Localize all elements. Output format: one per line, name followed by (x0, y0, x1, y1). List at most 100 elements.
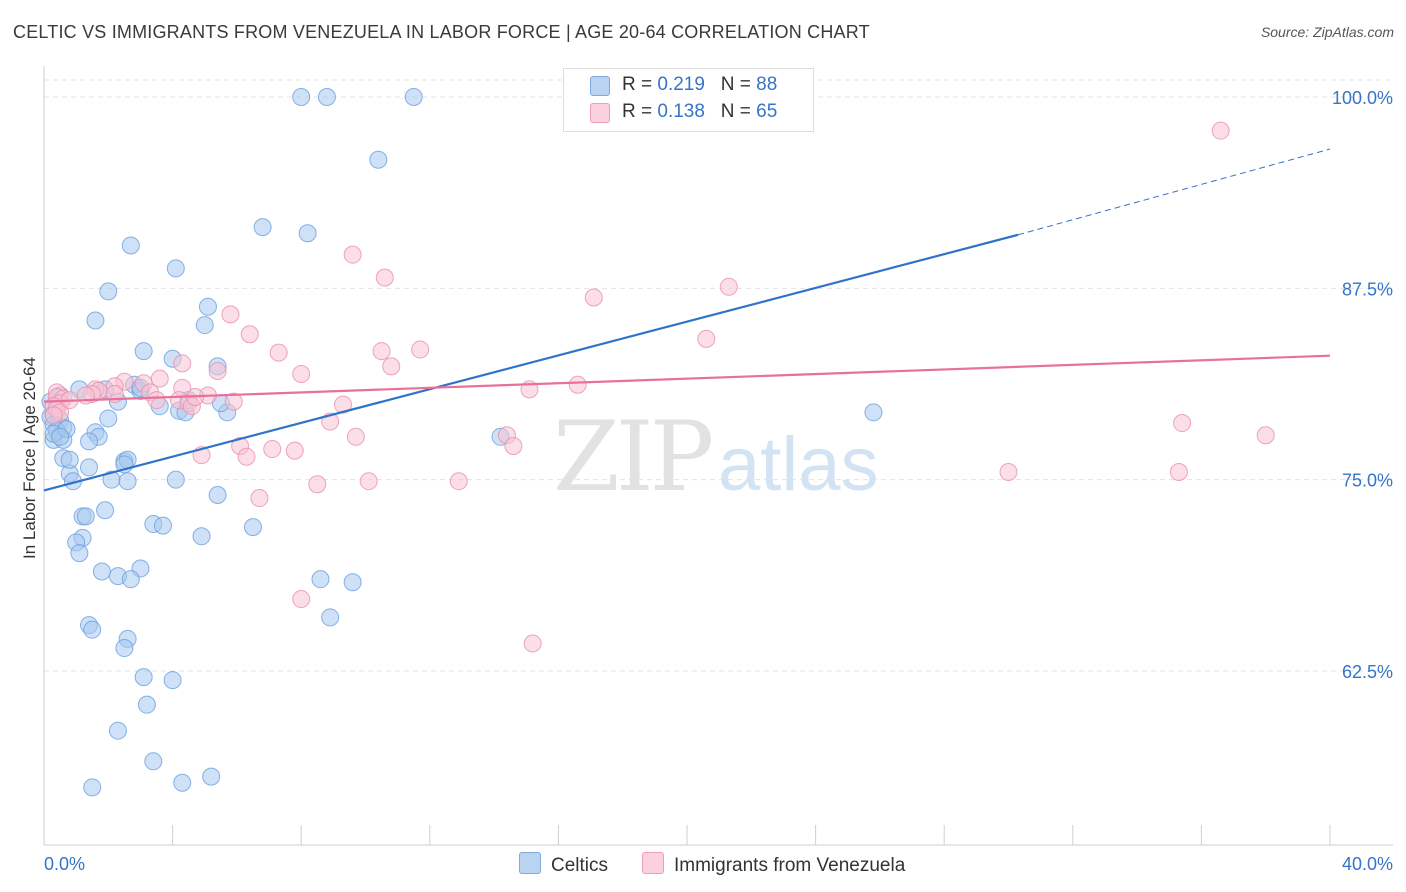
venezuela-point (224, 392, 243, 411)
venezuela-swatch (590, 103, 610, 123)
legend-item-venezuela[interactable]: Immigrants from Venezuela (642, 852, 905, 877)
venezuela-point (375, 268, 394, 287)
celtics-point (134, 668, 153, 687)
celtics-point (292, 88, 311, 106)
celtics-point (92, 562, 111, 581)
venezuela-point (263, 440, 282, 459)
venezuela-point (308, 475, 327, 494)
r-value: 0.219 (657, 74, 705, 95)
celtics-point (144, 752, 163, 771)
n-label: N = (720, 101, 757, 122)
celtics-swatch (590, 76, 610, 96)
chart-title: CELTIC VS IMMIGRANTS FROM VENEZUELA IN L… (13, 22, 870, 42)
y-tick-label: 75.0% (1342, 471, 1393, 491)
venezuela-point (719, 277, 738, 296)
venezuela-point (333, 395, 352, 414)
venezuela-points (44, 88, 1275, 653)
celtics-point (369, 150, 388, 169)
celtics-point (80, 432, 99, 451)
celtics-point (166, 259, 185, 278)
venezuela-point (1256, 426, 1275, 445)
venezuela-point (269, 343, 288, 362)
watermark-zip: ZIP (553, 401, 712, 513)
celtics-point (86, 311, 105, 330)
venezuela-point (523, 634, 542, 653)
celtics-point (343, 573, 362, 592)
y-tick-label: 100.0% (1332, 88, 1393, 108)
celtics-point (192, 527, 211, 546)
celtics-point (60, 450, 79, 469)
r-label: R = (622, 74, 658, 95)
venezuela-point (173, 354, 192, 373)
celtics-point (83, 620, 102, 639)
venezuela-point (584, 288, 603, 307)
x-tick-label: 40.0% (1342, 854, 1393, 874)
celtics-point (121, 570, 140, 589)
celtics-point (198, 297, 217, 316)
venezuela-legend-label: Immigrants from Venezuela (674, 855, 906, 876)
n-value: 65 (756, 101, 778, 122)
y-axis-label: In Labor Force | Age 20-64 (20, 357, 39, 559)
venezuela-trend-line (43, 354, 1331, 403)
grid (44, 79, 1393, 672)
r-label: R = (622, 101, 658, 122)
celtics-point (51, 427, 70, 446)
correlation-legend: R = 0.219 N = 88 R = 0.138 N = 65 (563, 68, 814, 132)
venezuela-point (449, 472, 468, 491)
celtics-point (108, 721, 127, 740)
celtics-point (118, 472, 137, 491)
celtics-point (121, 236, 140, 255)
celtics-point (163, 671, 182, 690)
celtics-point (321, 608, 340, 627)
venezuela-point (250, 489, 269, 508)
venezuela-legend-swatch (642, 852, 664, 874)
celtics-point (864, 403, 883, 422)
celtics-point (76, 507, 95, 526)
celtics-legend-label: Celtics (551, 855, 609, 876)
celtics-point (317, 88, 336, 106)
x-tick-label: 0.0% (44, 854, 85, 874)
celtics-point (80, 458, 99, 477)
celtics-point (99, 409, 118, 428)
venezuela-point (76, 386, 95, 405)
celtics-point (153, 516, 172, 535)
venezuela-point (44, 406, 63, 425)
venezuela-point (411, 340, 430, 359)
celtics-point (243, 518, 262, 537)
venezuela-point (292, 365, 311, 384)
celtics-trend-extension (1018, 148, 1331, 236)
venezuela-point (568, 375, 587, 394)
celtics-legend-swatch (519, 852, 541, 874)
venezuela-point (359, 472, 378, 491)
celtics-point (173, 773, 192, 792)
celtics-point (70, 544, 89, 563)
venezuela-point (285, 441, 304, 460)
tick-labels: 62.5% 75.0% 87.5% 100.0% 0.0% 40.0% (44, 88, 1393, 874)
celtics-point (137, 695, 156, 714)
venezuela-point (147, 391, 166, 410)
watermark: ZIP atlas (553, 401, 879, 513)
n-label: N = (720, 74, 757, 95)
y-tick-label: 62.5% (1342, 662, 1393, 682)
venezuela-point (237, 447, 256, 466)
venezuela-point (240, 325, 259, 344)
venezuela-point (372, 342, 391, 361)
venezuela-point (382, 357, 401, 376)
celtics-point (166, 470, 185, 489)
celtics-point (253, 218, 272, 237)
venezuela-point (504, 436, 523, 455)
venezuela-point (1211, 121, 1230, 140)
celtics-point (134, 342, 153, 361)
venezuela-point (1169, 463, 1188, 482)
legend-item-celtics[interactable]: Celtics (519, 852, 608, 877)
watermark-atlas: atlas (718, 422, 879, 507)
y-tick-label: 87.5% (1342, 279, 1393, 299)
celtics-point (99, 282, 118, 301)
venezuela-point (221, 305, 240, 324)
celtics-point (195, 316, 214, 335)
n-value: 88 (756, 74, 778, 95)
celtics-point (404, 88, 423, 106)
celtics-point (83, 778, 102, 797)
celtics-point (298, 224, 317, 243)
